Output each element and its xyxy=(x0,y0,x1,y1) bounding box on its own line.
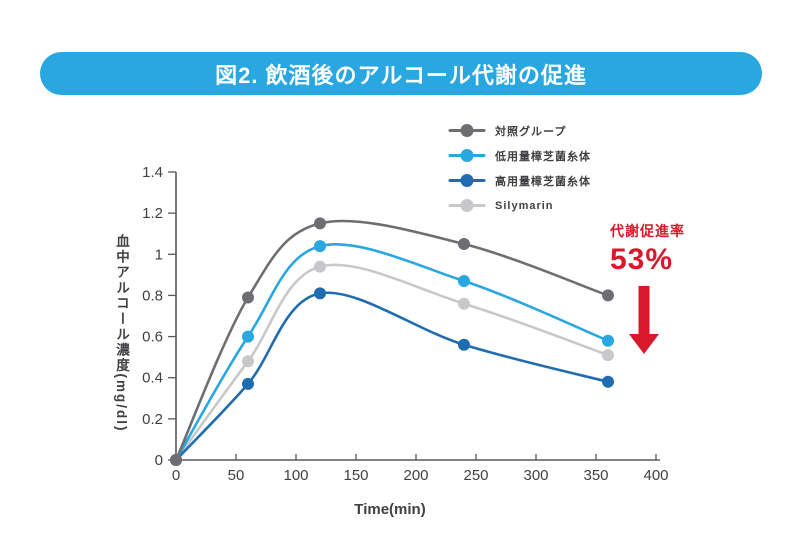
x-tick-label: 100 xyxy=(283,467,308,484)
y-tick-label: 0.6 xyxy=(142,329,163,346)
legend-marker-icon xyxy=(448,149,486,162)
data-point xyxy=(242,291,254,304)
metabolism-rate-annotation: 代謝促進率 53% xyxy=(610,221,685,356)
data-point xyxy=(242,355,254,368)
x-tick-label: 0 xyxy=(172,467,180,484)
data-point xyxy=(314,287,326,300)
legend-marker-icon xyxy=(448,199,486,212)
legend-dot xyxy=(460,149,474,162)
data-point xyxy=(602,334,614,347)
x-tick-label: 350 xyxy=(583,467,608,484)
data-point xyxy=(458,275,470,287)
series-line xyxy=(174,291,610,462)
legend-item: 対照グループ xyxy=(448,118,591,143)
data-point xyxy=(602,289,614,302)
legend-item: 低用量樟芝菌糸体 xyxy=(448,143,591,168)
legend-label: 低用量樟芝菌糸体 xyxy=(495,150,591,163)
annotation-value: 53% xyxy=(610,243,674,276)
legend-item: 高用量樟芝菌糸体 xyxy=(448,168,591,193)
y-tick-label: 0.4 xyxy=(142,370,163,387)
legend-dot xyxy=(460,199,474,212)
data-point xyxy=(602,349,614,362)
x-tick-label: 300 xyxy=(523,467,548,484)
x-tick-label: 150 xyxy=(343,467,368,484)
legend-label: Silymarin xyxy=(495,199,554,212)
legend-label: 対照グループ xyxy=(495,125,567,138)
down-arrow-icon xyxy=(629,286,659,354)
legend-label: 高用量樟芝菌糸体 xyxy=(495,175,591,188)
x-tick-label: 50 xyxy=(228,467,245,484)
data-point xyxy=(170,454,182,466)
data-point xyxy=(458,238,470,250)
y-tick-label: 1 xyxy=(155,246,163,263)
data-point xyxy=(458,297,470,310)
legend-marker-icon xyxy=(448,174,486,187)
data-point xyxy=(314,240,326,253)
y-tick-label: 0.2 xyxy=(142,411,163,428)
figure-title-banner: 図2. 飲酒後のアルコール代謝の促進 xyxy=(40,52,762,95)
data-point xyxy=(314,260,326,273)
x-tick-label: 400 xyxy=(643,467,668,484)
y-tick-label: 0.8 xyxy=(142,287,163,304)
data-point xyxy=(602,375,614,388)
figure-title: 図2. 飲酒後のアルコール代謝の促進 xyxy=(215,62,587,88)
x-tick-label: 250 xyxy=(463,467,488,484)
legend-item: Silymarin xyxy=(448,193,591,218)
y-tick-label: 1.2 xyxy=(142,205,163,222)
y-axis-label: 血中アルコール濃度(mg/dl) xyxy=(114,234,129,433)
data-point xyxy=(314,217,326,230)
x-tick-label: 200 xyxy=(403,467,428,484)
legend-marker-icon xyxy=(448,124,486,137)
y-tick-label: 0 xyxy=(155,452,163,469)
chart-legend: 対照グループ低用量樟芝菌糸体 高用量樟芝菌糸体 Silymarin xyxy=(448,118,591,218)
annotation-label: 代謝促進率 xyxy=(610,223,685,239)
data-point xyxy=(458,338,470,351)
series-line xyxy=(174,263,610,462)
y-tick-label: 1.4 xyxy=(142,164,163,181)
legend-dot xyxy=(460,174,474,187)
data-point xyxy=(242,377,254,390)
x-axis-label: Time(min) xyxy=(354,501,425,518)
legend-dot xyxy=(460,124,474,137)
data-point xyxy=(242,330,254,343)
